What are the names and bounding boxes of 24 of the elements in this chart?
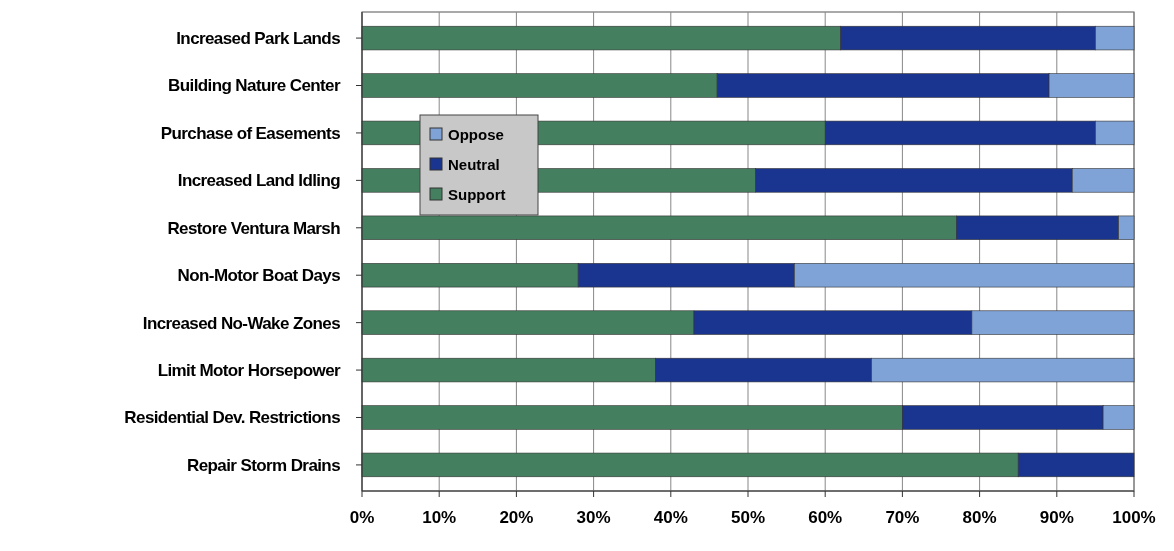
x-tick-label: 50% (730, 508, 766, 527)
y-tick-label: Increased Park Lands (176, 29, 341, 49)
legend-label: Support (448, 186, 506, 204)
y-tick-label: Limit Motor Horsepower (157, 361, 341, 381)
x-tick-label: 60% (808, 508, 843, 527)
y-tick-label: Building Nature Center (168, 76, 341, 96)
x-tick-label: 80% (962, 508, 997, 527)
y-tick-label: Repair Storm Drains (187, 455, 341, 475)
y-tick-label: Increased No-Wake Zones (142, 313, 341, 333)
x-tick-label: 100% (1112, 508, 1156, 527)
y-tick-label: Restore Ventura Marsh (167, 218, 341, 238)
x-tick-label: 10% (422, 508, 457, 527)
x-tick-label: 20% (499, 508, 534, 527)
legend-label: Oppose (448, 126, 504, 144)
x-tick-label: 40% (653, 508, 688, 527)
y-tick-label: Purchase of Easements (160, 123, 341, 143)
y-tick-label: Non-Motor Boat Days (177, 266, 341, 286)
x-tick-label: 90% (1039, 508, 1074, 527)
legend-label: Neutral (448, 156, 500, 174)
y-tick-label: Increased Land Idling (177, 171, 341, 191)
x-tick-label: 30% (576, 508, 611, 527)
x-tick-label: 0% (349, 508, 375, 527)
y-tick-label: Residential Dev. Restrictions (124, 408, 341, 428)
x-tick-label: 70% (885, 508, 920, 527)
